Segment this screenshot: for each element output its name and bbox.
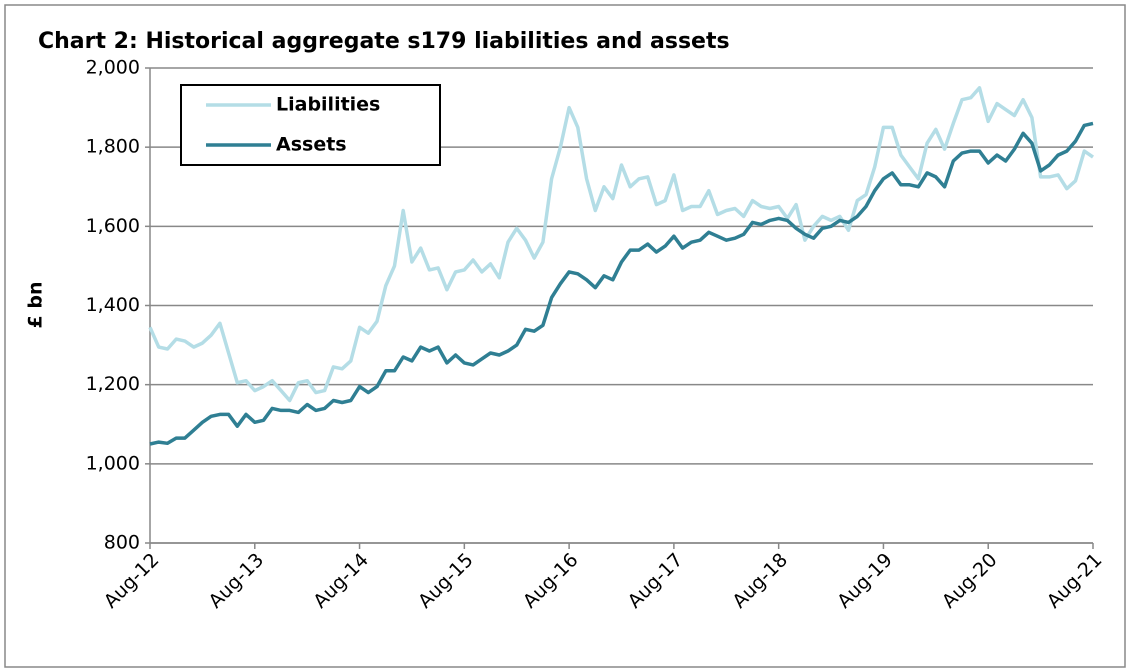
chart-title: Chart 2: Historical aggregate s179 liabi… <box>38 29 730 54</box>
data-line <box>149 121 1094 446</box>
y-tick-label: 800 <box>104 532 140 554</box>
y-tick-label: 1,600 <box>86 215 140 237</box>
y-tick-label: 2,000 <box>86 57 140 79</box>
y-tick-label: 1,000 <box>86 452 140 474</box>
y-axis-label: £ bn <box>25 282 47 329</box>
legend-box <box>180 84 441 166</box>
y-tick-label: 1,400 <box>86 294 140 316</box>
data-line <box>148 86 1094 403</box>
y-tick-label: 1,800 <box>86 136 140 158</box>
legend-label: Liabilities <box>276 94 380 116</box>
legend-label: Assets <box>276 134 347 156</box>
y-tick-label: 1,200 <box>86 373 140 395</box>
